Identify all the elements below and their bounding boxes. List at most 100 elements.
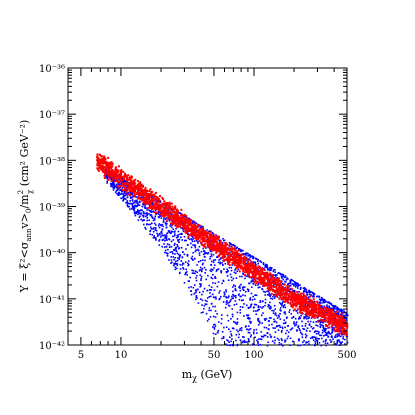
data-point-blue xyxy=(264,301,267,304)
data-point-red xyxy=(263,281,265,284)
data-point-blue xyxy=(252,280,254,282)
data-point-red xyxy=(204,240,207,243)
data-point-blue xyxy=(325,328,327,330)
data-point-blue xyxy=(302,328,304,330)
data-point-red xyxy=(223,259,226,262)
data-point-blue xyxy=(228,328,230,330)
data-point-blue xyxy=(202,259,204,261)
data-point-blue xyxy=(117,192,119,195)
data-point-blue xyxy=(331,328,334,330)
data-point-blue xyxy=(228,341,230,343)
data-point-blue xyxy=(139,201,141,204)
data-point-blue xyxy=(220,295,222,298)
data-point-red xyxy=(269,272,272,275)
data-point-blue xyxy=(212,296,215,298)
data-point-blue xyxy=(227,279,230,281)
data-point-blue xyxy=(190,293,193,296)
data-point-blue xyxy=(325,332,327,334)
data-point-red xyxy=(220,251,223,254)
data-point-blue xyxy=(301,320,303,323)
data-point-blue xyxy=(221,331,224,333)
data-point-red xyxy=(342,332,345,335)
data-point-red xyxy=(306,298,309,301)
data-point-blue xyxy=(308,317,310,319)
data-point-red xyxy=(270,276,273,279)
data-point-red xyxy=(140,199,143,202)
data-point-blue xyxy=(135,212,138,215)
data-point-blue xyxy=(126,205,129,207)
data-point-blue xyxy=(259,260,261,262)
data-point-red xyxy=(155,195,157,198)
data-point-blue xyxy=(295,282,298,284)
data-point-blue xyxy=(117,178,119,181)
data-point-red xyxy=(217,255,220,258)
data-point-red xyxy=(114,180,117,183)
data-point-red xyxy=(250,265,253,267)
data-point-red xyxy=(343,331,346,334)
data-point-red xyxy=(259,270,262,273)
data-point-red xyxy=(303,307,306,310)
data-point-blue xyxy=(241,341,244,344)
data-point-red xyxy=(185,231,188,234)
data-point-blue xyxy=(252,256,254,258)
data-point-red xyxy=(99,162,102,165)
data-point-red xyxy=(171,208,174,211)
data-point-blue xyxy=(330,340,333,343)
data-point-red xyxy=(202,244,205,247)
x-axis-title-sub: χ xyxy=(192,374,197,383)
data-point-blue xyxy=(305,289,308,291)
data-point-red xyxy=(252,273,255,276)
data-point-blue xyxy=(131,196,133,199)
data-point-red xyxy=(281,286,284,288)
data-point-blue xyxy=(194,250,197,253)
data-point-blue xyxy=(172,252,174,255)
data-point-red xyxy=(221,246,224,249)
data-point-blue xyxy=(148,219,150,221)
data-point-blue xyxy=(213,235,215,238)
data-point-blue xyxy=(266,265,268,267)
data-point-red xyxy=(251,275,254,278)
data-point-red xyxy=(188,223,191,226)
data-point-blue xyxy=(110,184,112,186)
data-point-red xyxy=(178,222,181,224)
data-point-red xyxy=(248,258,251,261)
data-point-red xyxy=(225,253,228,255)
data-point-red xyxy=(258,267,261,269)
data-point-blue xyxy=(198,291,201,294)
data-point-blue xyxy=(260,314,263,317)
data-point-blue xyxy=(243,289,245,291)
data-point-red xyxy=(176,216,179,219)
data-point-blue xyxy=(116,192,118,195)
data-point-blue xyxy=(138,216,141,219)
data-point-red xyxy=(236,265,239,268)
data-point-red xyxy=(124,172,126,175)
data-point-blue xyxy=(257,320,260,323)
data-point-red xyxy=(278,291,281,294)
data-point-red xyxy=(218,245,221,248)
data-point-red xyxy=(257,273,260,276)
data-point-red xyxy=(292,294,295,297)
data-point-red xyxy=(246,267,249,270)
data-point-blue xyxy=(327,301,330,303)
data-point-red xyxy=(317,310,320,313)
data-point-blue xyxy=(292,289,295,292)
data-point-blue xyxy=(201,263,204,266)
data-point-blue xyxy=(112,189,115,191)
data-point-blue xyxy=(286,316,288,318)
data-point-red xyxy=(121,179,124,182)
data-point-red xyxy=(243,256,246,259)
data-point-red xyxy=(293,303,296,306)
data-point-blue xyxy=(307,320,309,323)
data-point-blue xyxy=(145,212,148,215)
data-point-red xyxy=(116,174,119,176)
data-point-red xyxy=(217,246,219,249)
data-point-blue xyxy=(343,310,345,312)
data-point-red xyxy=(151,197,154,200)
data-point-blue xyxy=(228,266,231,269)
data-point-blue xyxy=(195,290,197,293)
data-point-red xyxy=(111,171,114,174)
data-point-blue xyxy=(180,246,183,249)
data-point-blue xyxy=(153,227,155,229)
data-point-blue xyxy=(260,331,263,333)
data-point-blue xyxy=(200,269,203,272)
